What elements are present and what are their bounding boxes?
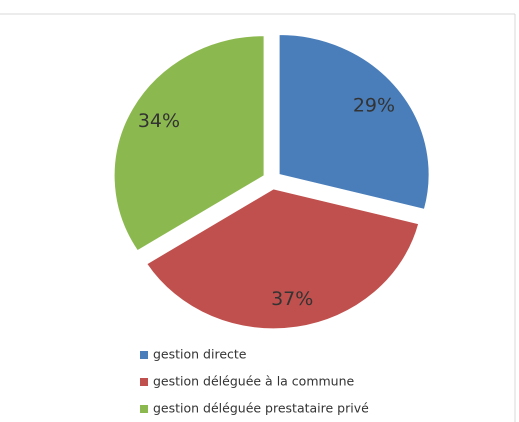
data-label: 37% <box>271 288 313 310</box>
legend-label: gestion déléguée prestataire privé <box>153 401 369 416</box>
pie-slice <box>278 33 430 210</box>
legend-swatch <box>140 378 148 386</box>
data-label: 29% <box>353 94 395 116</box>
legend-label: gestion directe <box>153 347 247 362</box>
legend-swatch <box>140 405 148 413</box>
pie-slice <box>146 188 420 330</box>
legend-swatch <box>140 351 148 359</box>
data-label: 34% <box>138 110 180 132</box>
legend-label: gestion déléguée à la commune <box>153 374 355 389</box>
pie-slice <box>113 35 265 252</box>
